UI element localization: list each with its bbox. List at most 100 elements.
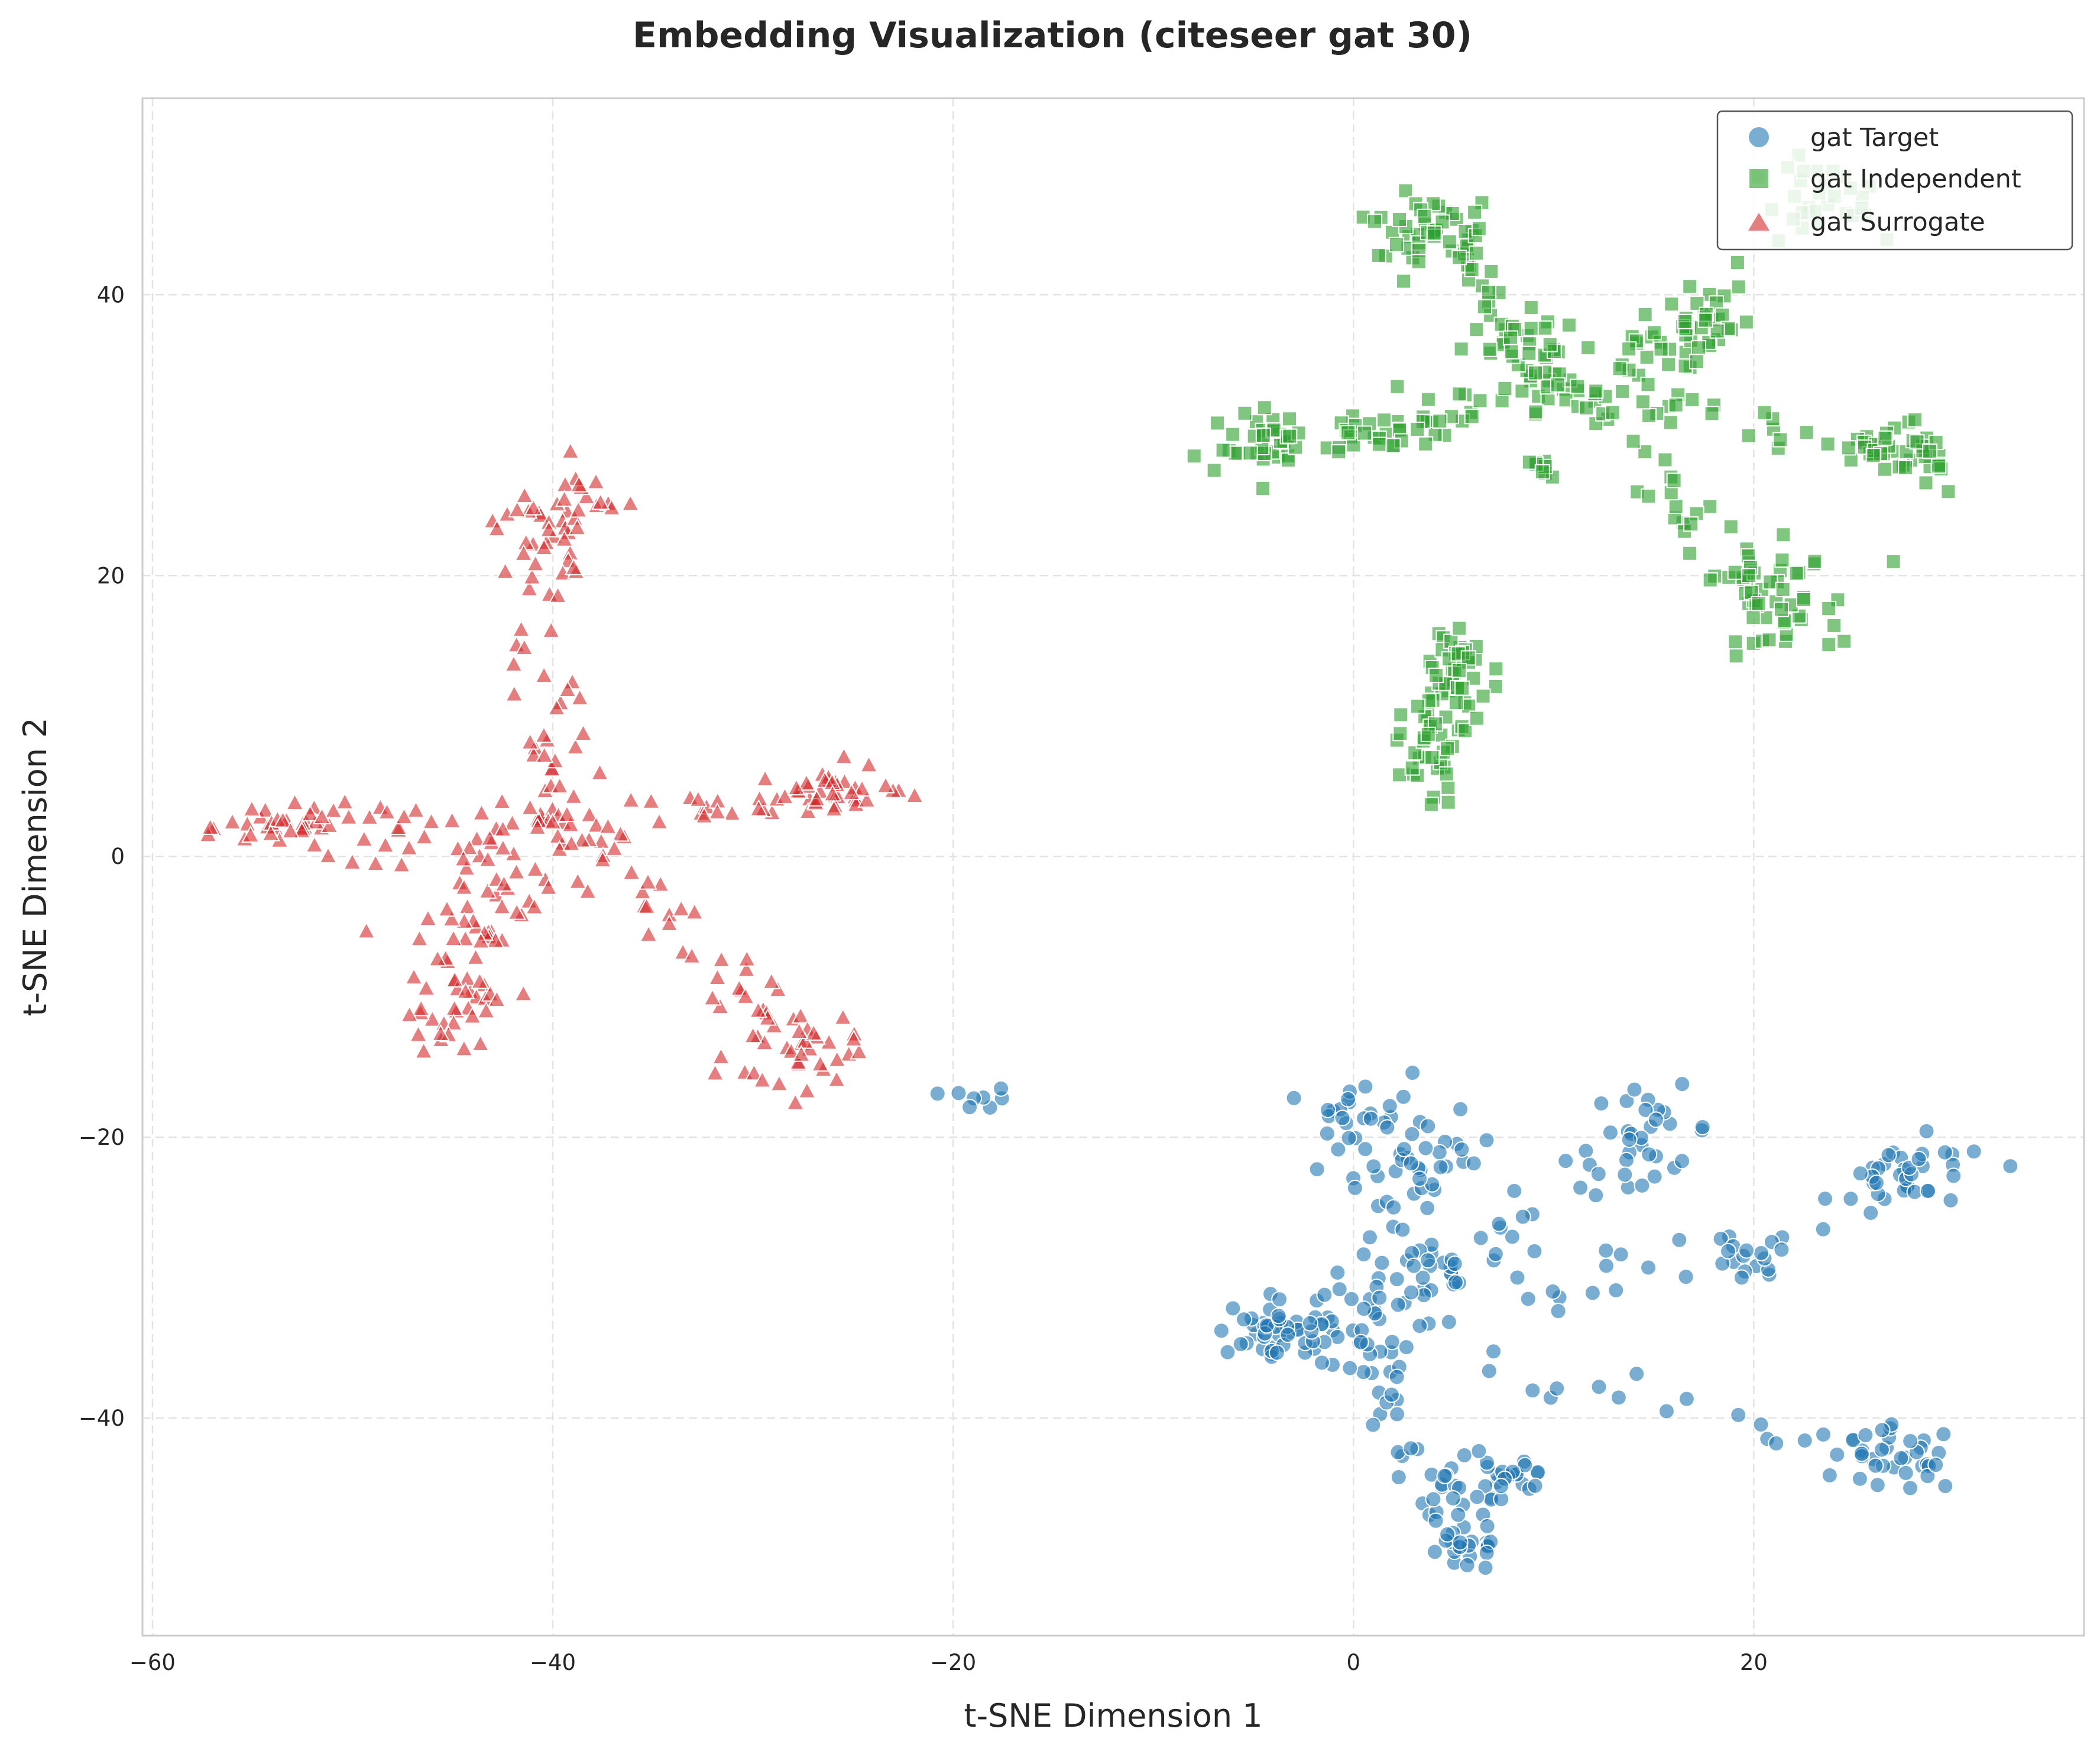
- point-target: [1550, 1303, 1567, 1320]
- point-independent: [1723, 519, 1739, 535]
- point-target: [1852, 1165, 1869, 1182]
- point-target: [1857, 1427, 1874, 1444]
- point-target: [1647, 1111, 1664, 1128]
- point-target: [1829, 1446, 1846, 1463]
- point-independent: [1762, 574, 1778, 590]
- point-independent: [1757, 404, 1772, 420]
- point-surrogate: [455, 911, 474, 929]
- point-surrogate: [520, 732, 540, 750]
- point-independent: [1480, 284, 1496, 300]
- point-target: [1432, 1158, 1449, 1176]
- point-independent: [1761, 632, 1777, 648]
- point-independent: [1483, 263, 1499, 279]
- point-target: [929, 1085, 946, 1102]
- point-target: [1340, 1090, 1357, 1108]
- point-surrogate: [811, 1054, 830, 1072]
- point-surrogate: [366, 854, 385, 872]
- point-target: [1456, 1447, 1473, 1464]
- point-independent: [1523, 321, 1539, 336]
- point-surrogate: [463, 1006, 482, 1024]
- point-surrogate: [495, 562, 515, 580]
- point-surrogate: [414, 1041, 433, 1059]
- point-independent: [1409, 421, 1425, 437]
- point-surrogate: [471, 1034, 490, 1052]
- point-surrogate: [534, 726, 553, 743]
- point-target: [1440, 1313, 1457, 1331]
- point-independent: [1664, 296, 1680, 312]
- point-independent: [1469, 322, 1485, 338]
- point-independent: [1427, 426, 1443, 442]
- point-surrogate: [770, 1074, 789, 1092]
- point-surrogate: [834, 747, 854, 765]
- point-independent: [1821, 601, 1837, 617]
- point-independent: [1702, 572, 1718, 588]
- point-target: [1927, 1456, 1945, 1474]
- point-independent: [1488, 661, 1504, 677]
- point-surrogate: [705, 1063, 725, 1081]
- point-target: [1451, 1534, 1469, 1551]
- point-surrogate: [828, 1050, 847, 1067]
- point-independent: [1909, 434, 1925, 450]
- point-independent: [1357, 425, 1373, 441]
- point-surrogate: [566, 737, 585, 755]
- point-independent: [1440, 779, 1456, 795]
- point-surrogate: [507, 902, 526, 920]
- point-target: [1738, 1242, 1755, 1259]
- point-independent: [1528, 365, 1544, 381]
- point-surrogate: [782, 1041, 801, 1059]
- point-surrogate: [511, 619, 531, 637]
- point-target: [1398, 1339, 1415, 1356]
- point-independent: [1451, 250, 1467, 266]
- point-independent: [1689, 354, 1704, 370]
- point-independent: [1561, 317, 1577, 333]
- point-target: [1646, 1168, 1663, 1185]
- point-surrogate: [548, 585, 568, 604]
- point-surrogate: [598, 817, 617, 834]
- point-independent: [1385, 438, 1401, 454]
- point-target: [1420, 1118, 1437, 1135]
- point-target: [1419, 1199, 1436, 1216]
- point-independent: [1635, 394, 1651, 410]
- point-surrogate: [737, 949, 756, 967]
- point-surrogate: [756, 769, 774, 787]
- point-surrogate: [850, 1042, 868, 1060]
- point-independent: [1730, 279, 1746, 295]
- point-target: [1514, 1208, 1531, 1225]
- point-surrogate: [797, 773, 816, 791]
- point-target: [1341, 1359, 1359, 1377]
- point-surrogate: [409, 1024, 428, 1043]
- point-target: [1452, 1100, 1469, 1118]
- point-target: [1610, 1389, 1627, 1406]
- point-independent: [1411, 254, 1427, 270]
- point-surrogate: [445, 970, 465, 988]
- point-independent: [1738, 314, 1754, 330]
- point-surrogate: [524, 498, 543, 516]
- point-independent: [1451, 662, 1467, 678]
- point-target: [1355, 1364, 1372, 1381]
- legend-label-target: gat Target: [1810, 123, 1939, 153]
- point-independent: [1918, 475, 1934, 491]
- point-independent: [1931, 458, 1947, 474]
- point-surrogate: [660, 914, 679, 931]
- point-target: [1577, 1142, 1595, 1160]
- point-target: [1796, 1432, 1813, 1449]
- point-independent: [1460, 650, 1476, 666]
- point-surrogate: [786, 1093, 805, 1111]
- point-surrogate: [539, 520, 559, 538]
- point-surrogate: [580, 805, 599, 823]
- point-independent: [1550, 377, 1566, 393]
- point-surrogate: [411, 999, 430, 1017]
- point-surrogate: [824, 799, 844, 817]
- point-target: [1477, 1559, 1494, 1577]
- point-surrogate: [534, 538, 553, 555]
- point-independent: [1922, 443, 1938, 459]
- point-surrogate: [748, 1001, 768, 1018]
- point-surrogate: [319, 846, 338, 864]
- point-independent: [1388, 237, 1404, 253]
- point-independent: [1370, 247, 1386, 263]
- point-surrogate: [456, 929, 475, 947]
- point-target: [1426, 1543, 1443, 1561]
- point-independent: [1367, 213, 1383, 229]
- point-surrogate: [478, 881, 497, 899]
- point-target: [1677, 1268, 1694, 1286]
